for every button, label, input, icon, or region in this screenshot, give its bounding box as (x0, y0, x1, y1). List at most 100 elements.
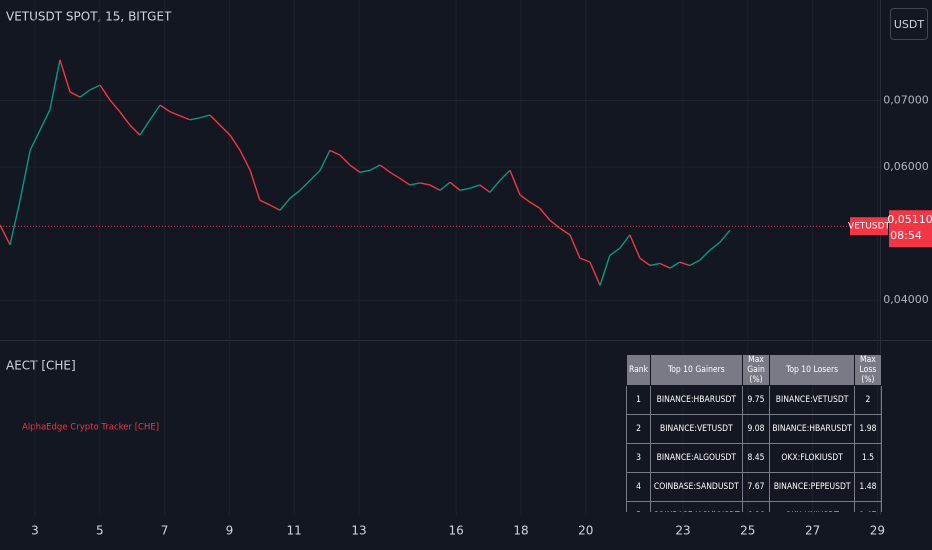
price-segment (219, 124, 231, 136)
price-segment (9, 200, 21, 246)
price-segment (529, 201, 541, 209)
price-segment (79, 89, 91, 98)
currency-button[interactable]: USDT (890, 8, 928, 40)
price-segment (139, 119, 151, 136)
price-segment (479, 184, 491, 193)
price-segment (649, 262, 661, 267)
price-segment (609, 247, 621, 257)
header-cell: Rank (626, 354, 652, 386)
symbol-tag: VETUSDT (848, 222, 891, 232)
x-tick-label: 18 (513, 524, 528, 538)
table-cell: 6.86 (741, 501, 771, 512)
table-cell: 4 (626, 472, 652, 502)
x-tick-label: 9 (226, 524, 234, 538)
price-segment (449, 181, 461, 191)
price-segment (709, 241, 721, 251)
y-tick-label: 0,07000 (883, 93, 929, 106)
table-header: Rank Top 10 Gainers Max Gain (%) Top 10 Los… (626, 354, 882, 386)
x-tick-label: 16 (449, 524, 464, 538)
price-segment (0, 224, 11, 246)
table-cell: OKX:UNIUSDT (769, 501, 855, 512)
price-segment (419, 182, 431, 186)
table-cell: 7.67 (741, 472, 771, 502)
price-segment (549, 219, 561, 229)
table-cell: 1.5 (853, 443, 882, 473)
table-cell: 2 (853, 385, 882, 415)
x-tick-label: 3 (31, 524, 39, 538)
price-tag: 0,05110 (887, 213, 932, 226)
price-segment (509, 170, 521, 196)
table-cell: BINANCE:HBARUSDT (769, 414, 855, 444)
price-segment (429, 184, 441, 191)
x-tick-label: 27 (805, 524, 820, 538)
price-segment (439, 181, 451, 191)
x-tick-label: 20 (578, 524, 593, 538)
table-cell: COINBASE:SANDUSDT (650, 472, 743, 502)
table-cell: 1.47 (853, 501, 882, 512)
table-cell: 8.45 (741, 443, 771, 473)
table-row: 1 BINANCE:HBARUSDT 9.75 BINANCE:VETUSDT 2 (626, 385, 882, 415)
table-cell: BINANCE:HBARUSDT (650, 385, 743, 415)
price-segment (339, 154, 351, 166)
table-cell: 2 (626, 414, 652, 444)
ranking-table: Rank Top 10 Gainers Max Gain (%) Top 10 Los… (626, 354, 882, 512)
indicator-name: AlphaEdge Crypto Tracker [CHE] (22, 423, 159, 433)
price-segment (379, 164, 391, 173)
chart-title: VETUSDT SPOT, 15, BITGET (6, 10, 172, 24)
price-segment (39, 109, 51, 131)
price-segment (699, 249, 711, 261)
price-segment (189, 117, 201, 121)
price-segment (569, 234, 581, 259)
price-segment (309, 169, 321, 181)
price-segment (539, 207, 551, 221)
price-segment (639, 257, 651, 267)
price-segment (279, 197, 291, 211)
price-segment (679, 261, 691, 267)
price-segment (719, 229, 731, 243)
price-segment (669, 261, 681, 269)
table-cell: BINANCE:VETUSDT (769, 385, 855, 415)
x-tick-label: 5 (96, 524, 104, 538)
price-segment (259, 199, 271, 206)
indicator-title: AECT [CHE] (6, 359, 76, 373)
price-segment (129, 124, 141, 136)
price-segment (269, 204, 281, 211)
price-segment (89, 84, 101, 91)
price-segment (119, 111, 131, 126)
price-segment (369, 164, 381, 171)
price-segment (559, 227, 571, 236)
table-cell: 9.75 (741, 385, 771, 415)
price-segment (469, 184, 481, 189)
countdown: 08:54 (890, 229, 922, 242)
price-segment (399, 177, 411, 186)
header-cell: Top 10 Losers (769, 354, 855, 386)
price-segment (169, 111, 181, 117)
price-segment (29, 130, 41, 151)
header-cell: Max Gain (%) (741, 354, 771, 386)
table-row: 5COINBASE:JASMYUSDT6.86OKX:UNIUSDT1.47 (626, 501, 882, 512)
price-segment (69, 91, 81, 98)
price-segment (199, 114, 211, 119)
y-tick-label: 0,04000 (883, 293, 929, 306)
price-segment (629, 234, 641, 259)
price-segment (329, 149, 341, 156)
table-cell: 1.98 (853, 414, 882, 444)
price-segment (619, 234, 631, 249)
table: Rank Top 10 Gainers Max Gain (%) Top 10 Los… (626, 354, 882, 512)
price-segment (389, 171, 401, 179)
price-segment (519, 194, 531, 203)
price-segment (149, 104, 161, 121)
price-segment (459, 187, 470, 191)
price-segment (179, 115, 191, 121)
table-row: 2 BINANCE:VETUSDT 9.08 BINANCE:HBARUSDT 1.98 (626, 414, 882, 444)
price-tag-bg (889, 210, 932, 248)
x-tick-label: 23 (675, 524, 690, 538)
price-segment (579, 257, 591, 263)
header-cell: Max Loss (%) (853, 354, 882, 386)
price-segment (289, 189, 301, 199)
price-segment (489, 179, 501, 193)
price-segment (229, 134, 241, 151)
table-cell: BINANCE:VETUSDT (650, 414, 743, 444)
price-segment (689, 259, 701, 267)
